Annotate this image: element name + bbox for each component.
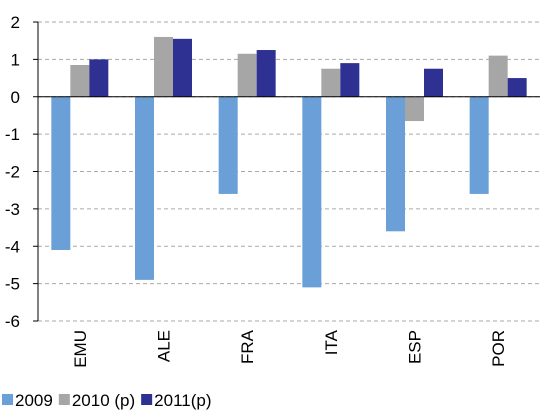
bar — [321, 68, 341, 97]
bar — [237, 53, 257, 97]
legend-swatch — [2, 394, 13, 405]
legend-label: 2009 — [15, 391, 53, 410]
y-tick-label: -2 — [5, 163, 20, 182]
bar — [70, 64, 90, 97]
x-tick-label: ITA — [322, 329, 341, 355]
x-tick-label: POR — [489, 330, 508, 367]
bar — [405, 96, 424, 122]
y-tick-label: 2 — [11, 13, 20, 32]
bar — [256, 50, 276, 97]
bar — [507, 78, 527, 97]
y-tick-label: 1 — [11, 50, 20, 69]
y-tick-label: 0 — [11, 88, 20, 107]
bar — [302, 96, 322, 288]
y-tick-label: -5 — [5, 275, 20, 294]
y-tick-label: -4 — [5, 237, 20, 256]
bar — [89, 59, 109, 97]
legend-label: 2011(p) — [154, 391, 211, 410]
y-tick-label: -1 — [5, 125, 20, 144]
bar — [173, 38, 192, 97]
x-tick-label: ESP — [406, 330, 425, 364]
bar — [386, 96, 405, 232]
legend-label: 2010 (p) — [72, 391, 135, 410]
bar — [469, 96, 489, 194]
x-tick-label: EMU — [71, 330, 90, 368]
y-tick-label: -6 — [5, 312, 20, 331]
bar — [154, 36, 173, 97]
bar — [424, 68, 443, 97]
x-tick-label: ALE — [155, 330, 174, 362]
bar — [488, 55, 508, 97]
x-tick-label: FRA — [238, 329, 257, 364]
bar — [218, 96, 238, 194]
bar — [135, 96, 154, 280]
bar — [340, 63, 360, 97]
legend-swatch — [141, 394, 153, 405]
bar — [51, 96, 71, 250]
y-tick-label: -3 — [5, 200, 20, 219]
legend-swatch — [58, 394, 70, 405]
